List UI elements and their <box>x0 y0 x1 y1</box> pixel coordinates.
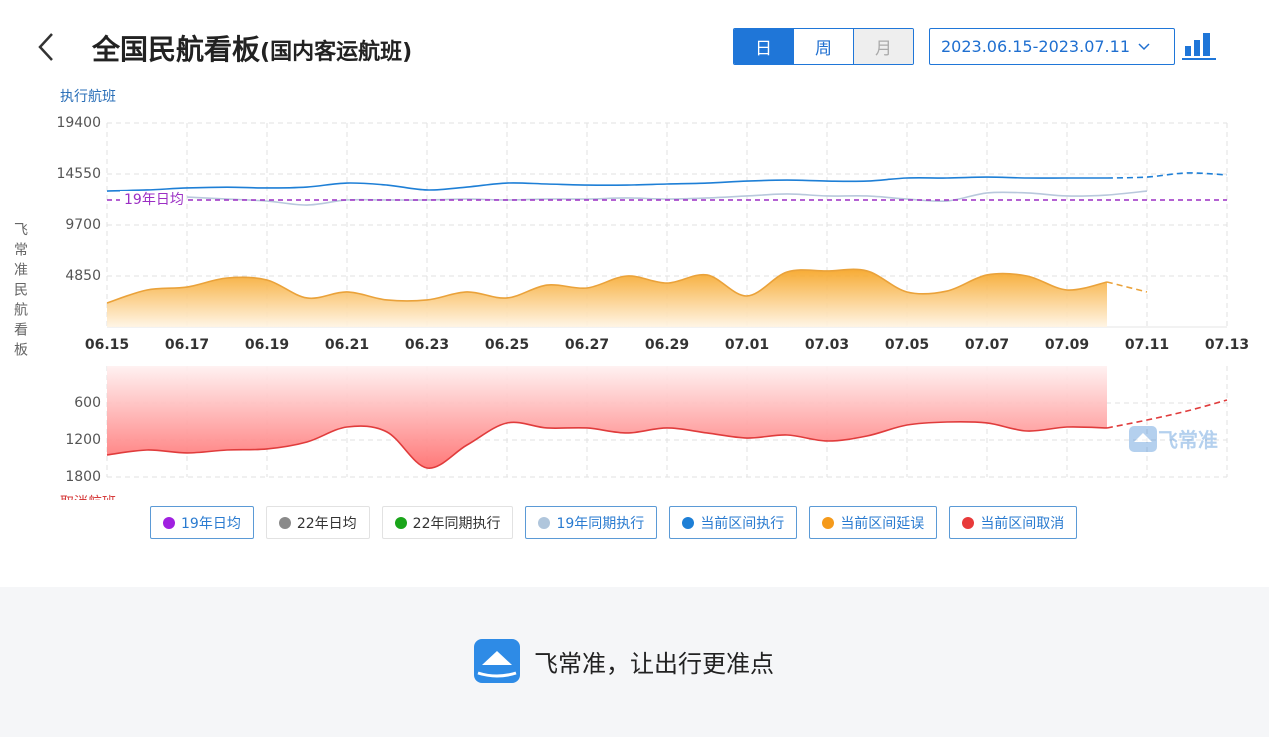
axis-label: 取消航班 <box>60 495 116 500</box>
y-tick-label: 9700 <box>65 217 101 233</box>
date-range: 2023.06.15-2023.07.11 <box>941 37 1130 56</box>
legend-dot <box>962 516 975 529</box>
subtitle: (国内客运航班) <box>260 40 413 65</box>
legend-item[interactable]: 22年日均 <box>265 506 370 539</box>
footer-slogan: 飞常准，让出行更准点 <box>534 649 774 678</box>
series-line <box>106 176 1107 192</box>
x-tick-label: 07.01 <box>725 337 769 353</box>
area-fill <box>107 269 1107 327</box>
legend-item[interactable]: 当前区间延误 <box>809 506 938 539</box>
watermark-text: 飞常准 <box>1158 428 1218 452</box>
tab[interactable]: 周 <box>794 29 854 64</box>
x-tick-label: 07.13 <box>1205 337 1249 353</box>
series-line <box>106 268 1108 304</box>
tab[interactable]: 月 <box>854 29 913 64</box>
date-picker[interactable]: 2023.06.15-2023.07.11 <box>929 28 1175 65</box>
x-tick-label: 07.09 <box>1045 337 1089 353</box>
chart: 执行航班 06.15 06.17 06.19 06.21 06.23 06.25 06.27 0… <box>56 89 1249 500</box>
x-tick-label: 07.05 <box>885 337 929 353</box>
x-tick-label: 06.29 <box>645 337 689 353</box>
x-tick-label: 06.19 <box>245 337 289 353</box>
legend-dot <box>538 516 551 529</box>
legend: 19年日均 22年日均 22年同期执行 19年同期执行 当前区间执行 当前区间延误 当前区间… <box>150 506 1078 539</box>
legend-label: 22年日均 <box>296 515 357 532</box>
y-tick-label: 19400 <box>56 115 101 131</box>
axis-label: 执行航班 <box>60 89 116 105</box>
x-tick-label: 07.11 <box>1125 337 1169 353</box>
y-tick-label: 4850 <box>65 268 101 284</box>
legend-label: 22年同期执行 <box>412 515 501 532</box>
y-tick-label: 1200 <box>65 432 101 448</box>
x-tick-label: 07.03 <box>805 337 849 353</box>
x-tick-label: 06.21 <box>325 337 369 353</box>
legend-dot <box>394 516 407 529</box>
x-tick-label: 06.25 <box>485 337 529 353</box>
legend-item[interactable]: 19年日均 <box>150 506 254 539</box>
reference-label-bg <box>120 190 186 209</box>
y-tick-label: 1800 <box>65 469 101 485</box>
x-tick-label: 07.07 <box>965 337 1009 353</box>
title: 全国民航看板 <box>92 33 261 66</box>
series-line <box>186 190 1148 206</box>
tab-group: 日周月 <box>733 28 914 65</box>
header: 全国民航看板 (国内客运航班) <box>92 28 412 68</box>
legend-label: 当前区间延误 <box>840 515 925 532</box>
watermark: 飞常准 <box>1128 424 1218 453</box>
legend-dot <box>163 516 175 529</box>
legend-dot <box>682 516 695 529</box>
x-tick-label: 06.15 <box>85 337 129 353</box>
reference-label: 19年日均 <box>124 192 184 208</box>
forecast-line <box>1106 172 1228 179</box>
legend-dot <box>822 516 835 529</box>
y-tick-label: 14550 <box>56 166 101 182</box>
footer-brand: 飞常准，让出行更准点 <box>474 639 774 683</box>
legend-label: 当前区间执行 <box>700 515 785 532</box>
side-label: 飞常准民航看板 <box>12 222 28 362</box>
area-fill <box>107 366 1107 469</box>
legend-label: 19年同期执行 <box>556 515 645 532</box>
legend-label: 19年日均 <box>181 515 241 532</box>
legend-label: 当前区间取消 <box>980 515 1065 532</box>
x-tick-label: 06.23 <box>405 337 449 353</box>
legend-dot <box>278 516 291 529</box>
x-tick-label: 06.27 <box>565 337 609 353</box>
chart-icon[interactable] <box>1182 30 1218 62</box>
y-tick-label: 600 <box>74 395 101 411</box>
legend-item[interactable]: 当前区间执行 <box>669 506 798 539</box>
legend-item[interactable]: 当前区间取消 <box>949 506 1078 539</box>
x-tick-label: 06.17 <box>165 337 209 353</box>
back-button[interactable] <box>34 30 58 72</box>
footer: 飞常准，让出行更准点 <box>0 587 1269 737</box>
forecast-line <box>1106 399 1228 429</box>
legend-item[interactable]: 19年同期执行 <box>525 506 658 539</box>
forecast-line <box>1106 281 1148 293</box>
legend-item[interactable]: 22年同期执行 <box>381 506 514 539</box>
series-line <box>106 420 1108 469</box>
tab[interactable]: 日 <box>734 29 794 64</box>
